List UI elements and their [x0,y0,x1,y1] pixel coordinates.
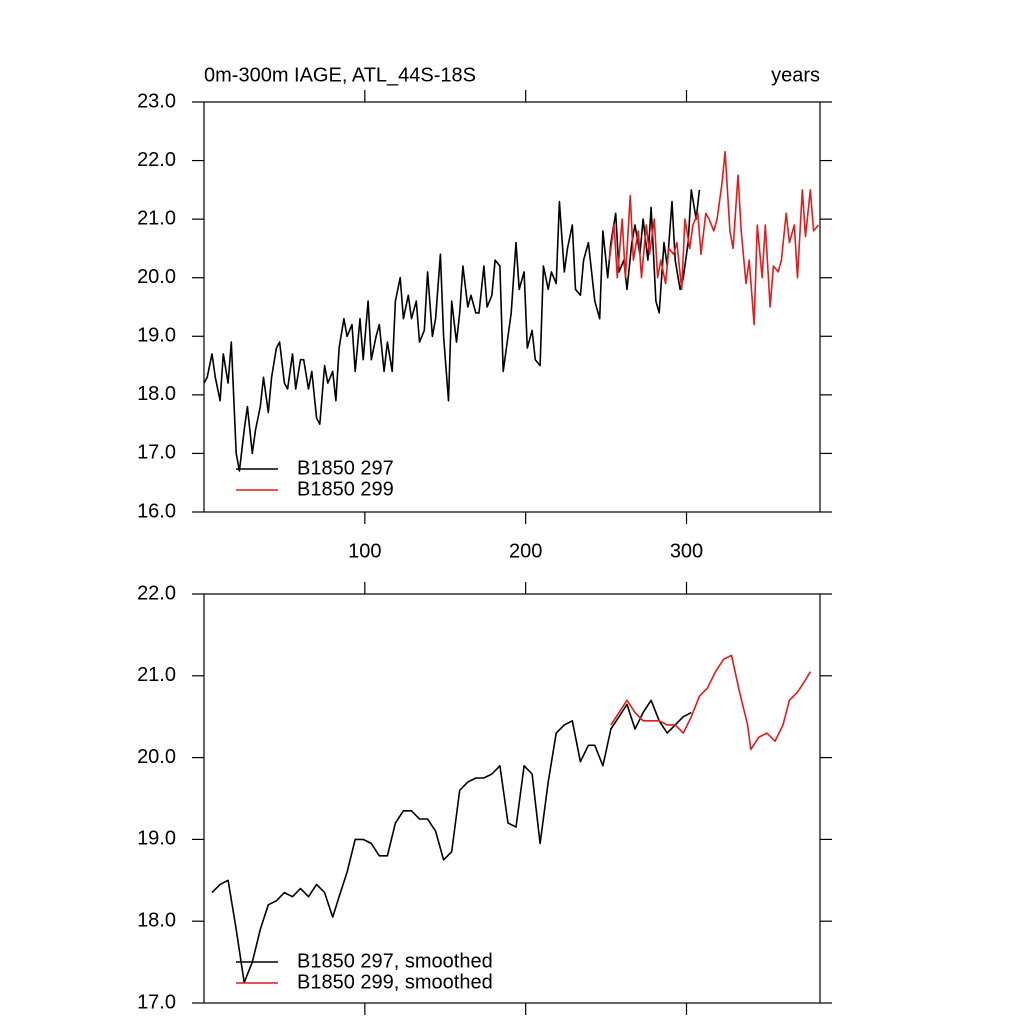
y-tick-label: 19.0 [137,325,176,347]
data-line [608,151,820,326]
y-tick-label: 22.0 [137,149,176,171]
plot-frame [203,593,821,1004]
legend-label: B1850 299 [297,478,394,500]
legend-label: B1850 299, smoothed [297,971,493,993]
y-tick-label: 21.0 [137,664,176,686]
y-tick-label: 17.0 [137,991,176,1013]
plot-frame [203,101,821,513]
data-line [203,189,701,472]
x-tick-label: 200 [509,540,542,562]
y-tick-label: 19.0 [137,828,176,850]
y-tick-label: 20.0 [137,266,176,288]
legend-label: B1850 297 [297,457,394,479]
y-tick-label: 22.0 [137,582,176,604]
x-tick-label: 300 [670,540,703,562]
data-line [610,654,811,751]
y-tick-label: 23.0 [137,90,176,112]
units-label: years [771,64,820,86]
data-line [211,699,692,984]
y-tick-label: 16.0 [137,500,176,522]
legend-label: B1850 297, smoothed [297,950,493,972]
y-tick-label: 21.0 [137,207,176,229]
chart-title: 0m-300m IAGE, ATL_44S-18S [204,64,476,86]
y-tick-label: 17.0 [137,442,176,464]
y-tick-label: 20.0 [137,746,176,768]
y-tick-label: 18.0 [137,909,176,931]
x-tick-label: 100 [348,540,381,562]
y-tick-label: 18.0 [137,383,176,405]
